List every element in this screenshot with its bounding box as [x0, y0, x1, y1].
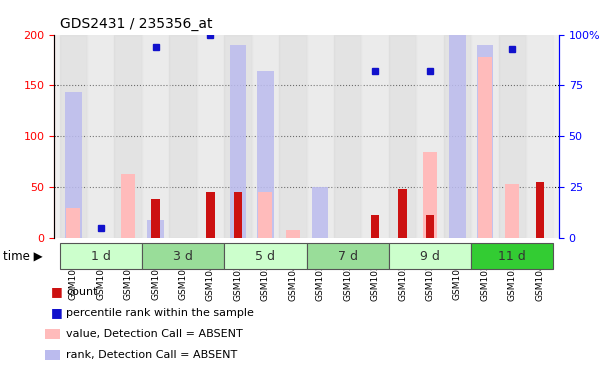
Bar — [361, 35, 389, 238]
Text: rank, Detection Call = ABSENT: rank, Detection Call = ABSENT — [66, 350, 237, 360]
Text: count: count — [66, 287, 97, 297]
Bar — [535, 182, 544, 238]
Bar — [230, 45, 246, 238]
Bar — [312, 187, 329, 238]
FancyBboxPatch shape — [471, 243, 554, 269]
Bar — [307, 35, 334, 238]
Bar — [257, 71, 273, 238]
Bar — [121, 174, 135, 238]
Bar — [389, 35, 416, 238]
Bar — [478, 57, 492, 238]
Text: time ▶: time ▶ — [3, 250, 43, 263]
Text: value, Detection Call = ABSENT: value, Detection Call = ABSENT — [66, 329, 243, 339]
Bar — [147, 220, 164, 238]
Bar — [334, 35, 361, 238]
Bar — [197, 35, 224, 238]
FancyBboxPatch shape — [224, 243, 307, 269]
Bar — [449, 0, 466, 238]
Bar — [423, 152, 437, 238]
Bar — [499, 35, 526, 238]
Bar — [67, 207, 80, 238]
FancyBboxPatch shape — [59, 243, 142, 269]
Text: GDS2431 / 235356_at: GDS2431 / 235356_at — [60, 17, 213, 31]
Bar — [426, 215, 434, 238]
Text: 11 d: 11 d — [498, 250, 526, 263]
Bar — [114, 35, 142, 238]
Bar — [444, 35, 471, 238]
Text: ■: ■ — [51, 285, 63, 298]
Bar — [206, 192, 215, 238]
Bar — [151, 199, 160, 238]
Bar — [142, 35, 169, 238]
Text: 1 d: 1 d — [91, 250, 111, 263]
Bar — [59, 35, 87, 238]
Bar — [505, 184, 519, 238]
Bar — [252, 35, 279, 238]
FancyBboxPatch shape — [142, 243, 224, 269]
Text: 9 d: 9 d — [420, 250, 440, 263]
Bar — [169, 35, 197, 238]
Text: 7 d: 7 d — [338, 250, 358, 263]
Bar — [286, 230, 300, 238]
Text: 5 d: 5 d — [255, 250, 275, 263]
Bar — [258, 192, 272, 238]
Bar — [371, 215, 379, 238]
Bar — [279, 35, 307, 238]
Bar — [234, 192, 242, 238]
FancyBboxPatch shape — [307, 243, 389, 269]
Text: 3 d: 3 d — [173, 250, 193, 263]
FancyBboxPatch shape — [389, 243, 471, 269]
Bar — [471, 35, 499, 238]
Text: ■: ■ — [51, 306, 63, 319]
Text: percentile rank within the sample: percentile rank within the sample — [66, 308, 254, 318]
Bar — [65, 91, 82, 238]
Bar — [224, 35, 252, 238]
Bar — [398, 189, 407, 238]
Bar — [526, 35, 554, 238]
Bar — [87, 35, 114, 238]
Bar — [477, 45, 493, 238]
Bar — [416, 35, 444, 238]
